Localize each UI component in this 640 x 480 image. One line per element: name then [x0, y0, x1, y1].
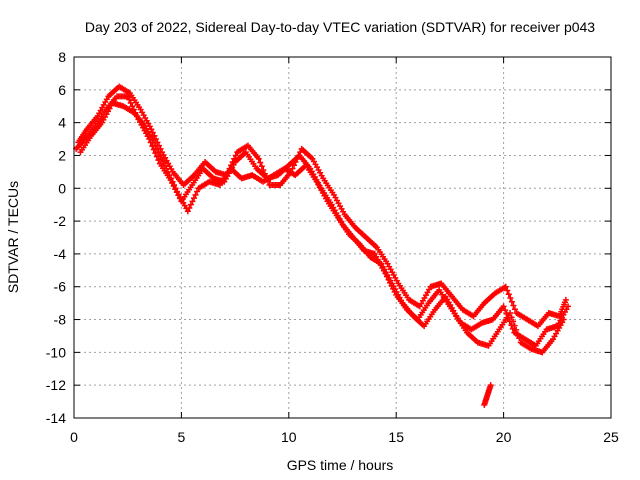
data-point	[560, 316, 567, 323]
data-point	[294, 155, 301, 162]
data-point	[516, 335, 523, 342]
data-point	[194, 188, 201, 195]
data-point	[187, 201, 194, 208]
data-point	[152, 136, 159, 143]
data-point	[152, 150, 159, 157]
y-tick-label: -14	[46, 410, 66, 426]
data-point	[508, 298, 515, 305]
data-point	[507, 294, 514, 301]
data-point	[260, 166, 267, 173]
y-axis-label: SDTVAR / TECUs	[5, 181, 21, 293]
data-point	[166, 172, 173, 179]
data-point	[157, 152, 164, 159]
data-point	[502, 307, 509, 314]
data-point	[509, 325, 516, 332]
data-point	[295, 152, 302, 159]
data-point	[500, 303, 507, 310]
data-point	[160, 159, 167, 166]
data-point	[158, 155, 165, 162]
y-tick-label: 8	[58, 49, 66, 65]
data-point	[258, 163, 265, 170]
grid	[74, 57, 611, 418]
data-point	[502, 283, 509, 290]
data-point	[126, 96, 133, 103]
data-point	[189, 198, 196, 205]
data-point	[155, 149, 162, 156]
data-point	[231, 155, 238, 162]
y-tick-label: 6	[58, 82, 66, 98]
data-point	[171, 181, 178, 188]
data-point	[514, 331, 521, 338]
data-points	[73, 83, 572, 408]
data-point	[192, 191, 199, 198]
data-point	[232, 152, 239, 159]
data-point	[229, 159, 236, 166]
x-tick-label: 5	[178, 429, 186, 445]
data-point	[154, 145, 161, 152]
data-point	[172, 185, 179, 192]
plot-border	[73, 56, 612, 419]
data-point	[507, 309, 514, 316]
data-point	[562, 296, 569, 303]
data-point	[163, 165, 170, 172]
data-point	[153, 153, 160, 160]
data-point	[504, 287, 511, 294]
data-point	[164, 168, 171, 175]
y-tick-label: -10	[46, 344, 66, 360]
y-tick-label: -12	[46, 377, 66, 393]
y-tick-label: -8	[54, 312, 67, 328]
x-tick-label: 25	[603, 429, 619, 445]
data-point	[149, 129, 156, 136]
x-axis-label: GPS time / hours	[287, 457, 394, 473]
y-tick-label: 2	[58, 147, 66, 163]
data-point	[261, 170, 268, 177]
data-point	[487, 382, 494, 389]
x-tick-label: 15	[388, 429, 404, 445]
y-tick-label: -4	[54, 246, 67, 262]
y-tick-label: -6	[54, 279, 67, 295]
data-point	[505, 291, 512, 298]
data-point	[513, 326, 520, 333]
data-point	[152, 142, 159, 149]
data-point	[127, 99, 134, 106]
data-point	[151, 132, 158, 139]
chart-title: Day 203 of 2022, Sidereal Day-to-day VTE…	[85, 19, 595, 35]
data-point	[190, 195, 197, 202]
data-point	[511, 322, 518, 329]
data-point	[292, 159, 299, 166]
data-point	[167, 175, 174, 182]
data-point	[161, 162, 168, 169]
y-tick-label: -2	[54, 213, 67, 229]
data-point	[510, 318, 517, 325]
data-point	[184, 208, 191, 215]
data-point	[155, 157, 162, 164]
y-tick-label: 4	[58, 115, 66, 131]
data-point	[510, 302, 517, 309]
data-point	[169, 178, 176, 185]
x-tick-label: 10	[281, 429, 297, 445]
x-tick-label: 0	[70, 429, 78, 445]
x-tick-label: 20	[496, 429, 512, 445]
data-point	[291, 162, 298, 169]
data-point	[255, 155, 262, 162]
data-point	[511, 306, 518, 313]
data-point	[257, 159, 264, 166]
data-point	[129, 103, 136, 110]
data-point	[508, 314, 515, 321]
data-point	[186, 204, 193, 211]
y-tick-label: 0	[58, 180, 66, 196]
